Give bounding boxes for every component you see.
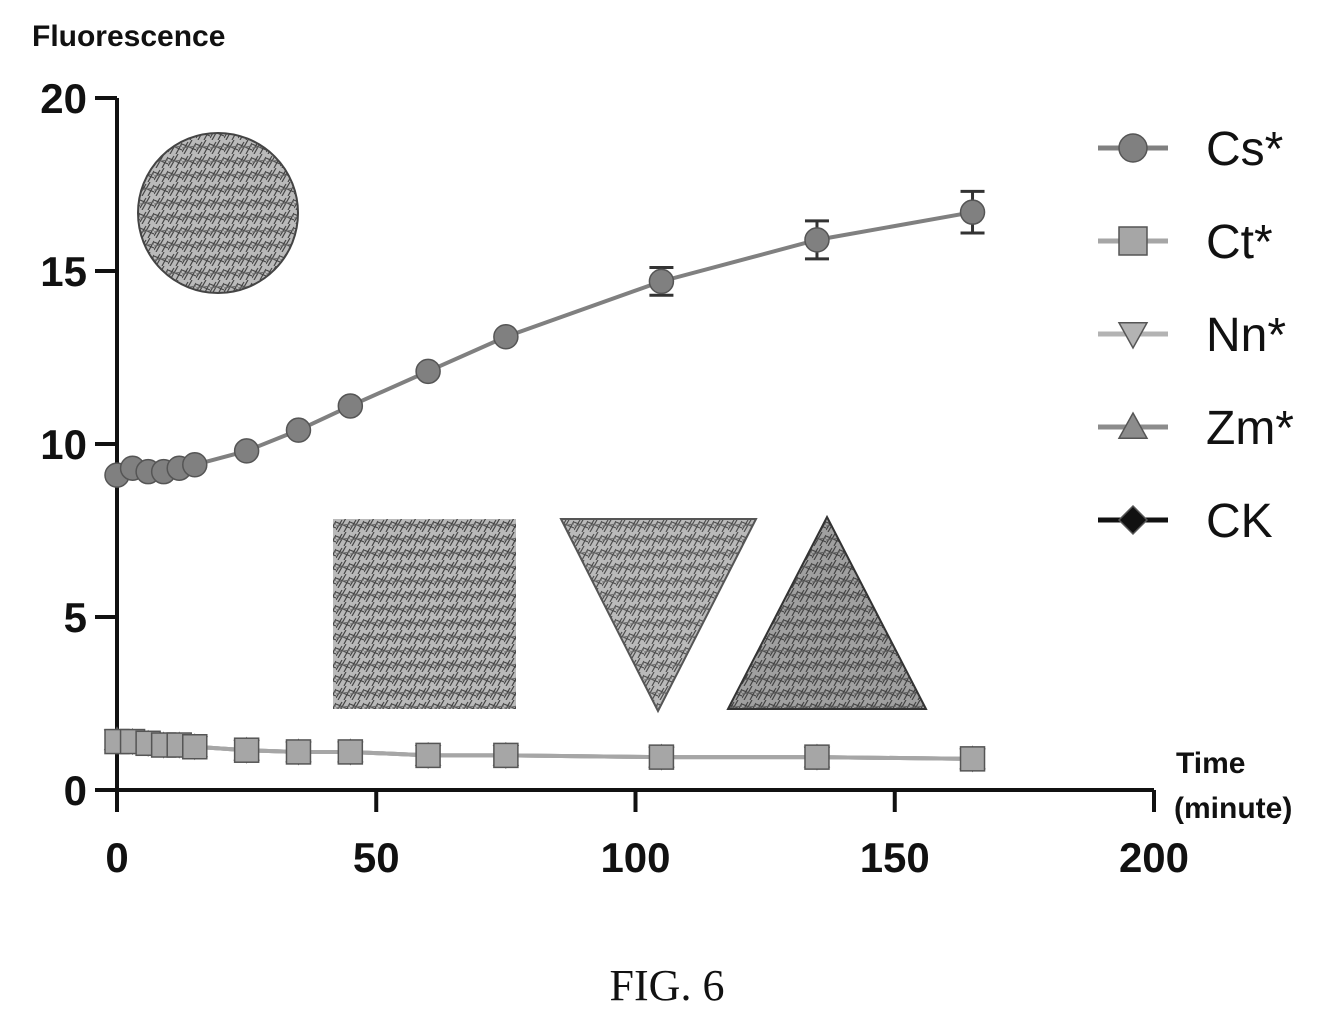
data-point — [959, 746, 986, 772]
y-tick-label: 0 — [64, 767, 87, 814]
legend-label: CK — [1206, 495, 1273, 548]
data-point — [493, 742, 519, 769]
x-tick-label: 150 — [860, 834, 930, 881]
data-point — [182, 452, 208, 478]
photo-triangle-up — [726, 514, 928, 710]
data-point — [648, 268, 675, 295]
axes: 0 5 10 15 20 0 50 100 150 200 — [40, 75, 1189, 881]
y-tick-label: 10 — [40, 421, 87, 468]
legend-label: Zm* — [1206, 402, 1294, 455]
x-axis-title-line2: (minute) — [1174, 792, 1292, 825]
photo-circle — [137, 132, 299, 294]
data-point — [337, 393, 364, 419]
data-point — [285, 417, 312, 443]
series-cs — [104, 189, 986, 488]
y-axis-title: Fluorescence — [32, 20, 225, 53]
legend-marker — [1117, 411, 1149, 439]
x-tick-label: 200 — [1119, 834, 1189, 881]
data-point — [415, 742, 441, 769]
figure-caption: FIG. 6 — [610, 961, 725, 1010]
legend-entry-zm: Zm* — [1098, 402, 1294, 455]
x-tick-label: 0 — [105, 834, 128, 881]
x-axis-title-line1: Time — [1176, 747, 1245, 780]
series-ct — [104, 728, 986, 772]
x-ticks: 0 50 100 150 200 — [105, 790, 1189, 881]
y-tick-label: 5 — [64, 594, 87, 641]
data-point — [233, 737, 260, 763]
legend-entry-nn: Nn* — [1098, 309, 1286, 362]
x-tick-label: 100 — [600, 834, 670, 881]
data-point — [415, 358, 441, 385]
legend-marker — [1118, 226, 1148, 256]
data-point — [233, 438, 260, 464]
data-point — [648, 744, 675, 770]
y-tick-label: 20 — [40, 75, 87, 122]
legend-entry-cs: Cs* — [1098, 123, 1283, 176]
data-point — [493, 323, 519, 350]
legend-entry-ck: CK — [1098, 495, 1273, 548]
data-point — [182, 734, 208, 760]
legend-marker — [1117, 322, 1149, 350]
data-point — [804, 744, 830, 770]
legend-marker — [1118, 133, 1148, 163]
data-point — [285, 739, 312, 765]
legend-label: Ct* — [1206, 216, 1273, 269]
data-point — [337, 739, 364, 765]
legend-label: Cs* — [1206, 123, 1283, 176]
legend: Cs* Ct* Nn* Zm* CK — [1098, 123, 1294, 548]
plot-area — [103, 189, 986, 773]
y-tick-label: 15 — [40, 248, 87, 295]
legend-entry-ct: Ct* — [1098, 216, 1273, 269]
data-point — [959, 199, 986, 225]
legend-marker — [1117, 504, 1149, 536]
legend-label: Nn* — [1206, 309, 1286, 362]
x-tick-label: 50 — [353, 834, 400, 881]
photo-triangle-down — [559, 518, 758, 714]
data-point — [804, 227, 830, 253]
y-ticks: 0 5 10 15 20 — [40, 75, 117, 814]
photo-square — [333, 519, 516, 709]
